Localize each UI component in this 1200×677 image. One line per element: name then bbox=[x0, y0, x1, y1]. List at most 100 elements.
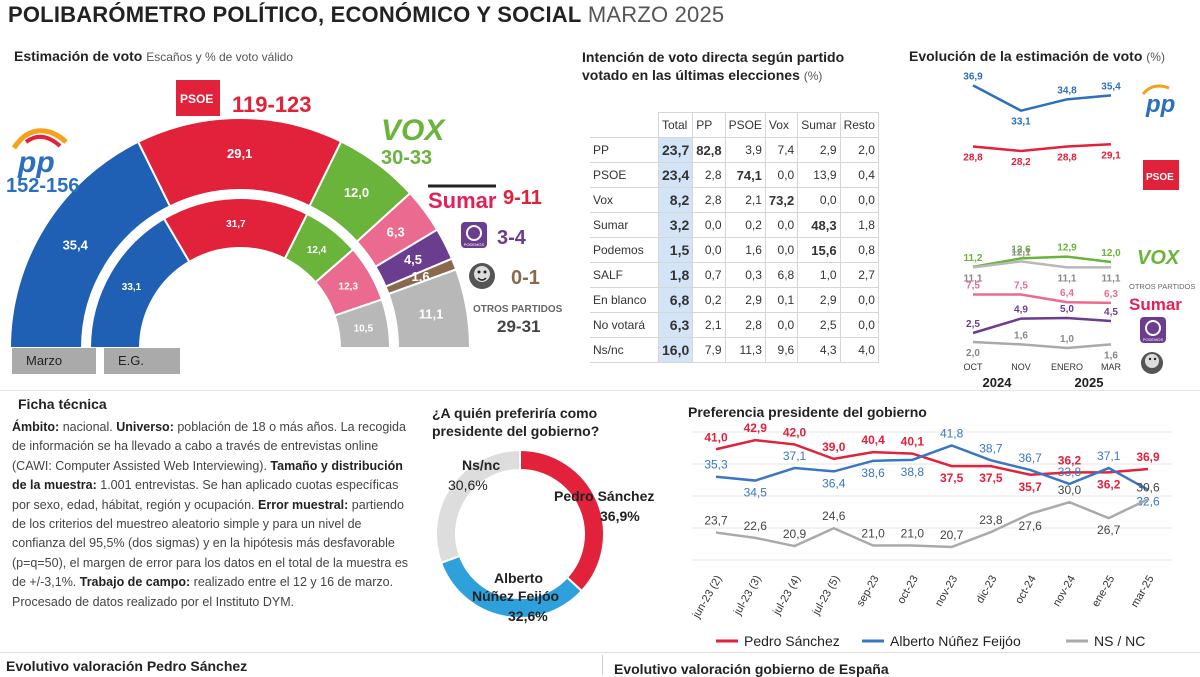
pref-x-label: ene-25 bbox=[1090, 574, 1118, 610]
table-row: No votará 6,3 2,1 2,8 0,0 2,5 0,0 bbox=[590, 312, 879, 338]
ficha-bold: Error muestral: bbox=[258, 497, 349, 512]
bottom-right-title: Evolutivo valoración gobierno de España bbox=[614, 661, 889, 677]
cell-value: 2,9 bbox=[797, 287, 841, 313]
legend-label: NS / NC bbox=[1094, 633, 1145, 649]
cell-value: 0,7 bbox=[692, 262, 726, 288]
pref-x-label: jul-23 (3) bbox=[731, 574, 764, 618]
donut-slice bbox=[435, 448, 521, 565]
ficha-bold: Ámbito: bbox=[12, 420, 60, 434]
cell-total: 1,8 bbox=[657, 262, 694, 288]
cell-value: 2,8 bbox=[724, 312, 766, 338]
pref-x-label: jun-23 (2) bbox=[690, 574, 724, 622]
cell-value: 15,6 bbox=[797, 237, 841, 263]
col-sumar: Sumar bbox=[797, 112, 841, 138]
seats-psoe: 119-123 bbox=[232, 92, 312, 117]
row-label: SALF bbox=[590, 262, 659, 288]
preferiria-title-line2: presidente del gobierno? bbox=[432, 423, 600, 439]
cell-value: 0,0 bbox=[764, 162, 799, 188]
evo-point-label: 7,5 bbox=[1014, 281, 1028, 292]
semi-slice-label: 10,5 bbox=[354, 323, 374, 334]
seats-otros: 29-31 bbox=[497, 317, 540, 336]
row-label: Vox bbox=[590, 187, 659, 213]
pref-x-label: oct-24 bbox=[1013, 574, 1039, 606]
pref-point-label: 30,6 bbox=[1136, 480, 1160, 494]
cell-value: 7,9 bbox=[692, 337, 726, 363]
pref-point-label: 38,6 bbox=[861, 466, 885, 480]
psoe-logo-text: PSOE bbox=[180, 92, 213, 106]
seats-sumar: 9-11 bbox=[503, 187, 542, 209]
legend-label: Alberto Núñez Feijóo bbox=[890, 633, 1021, 649]
evo-point-label: 11,1 bbox=[1102, 273, 1121, 284]
evo-point-label: 6,3 bbox=[1104, 289, 1118, 300]
preferiria-title-line1: ¿A quién preferiría como bbox=[432, 405, 598, 421]
semicircle-marzo: 35,429,112,06,34,51,611,1 bbox=[8, 117, 472, 349]
donut-value-feijoo: 32,6% bbox=[508, 608, 548, 624]
evo-point-label: 35,4 bbox=[1101, 81, 1121, 92]
evo-year-label: 2024 bbox=[983, 375, 1013, 390]
svg-text:pp: pp bbox=[1145, 91, 1175, 118]
evo-point-label: 36,9 bbox=[963, 71, 983, 82]
cell-value: 1,6 bbox=[724, 237, 766, 263]
pref-point-label: 24,6 bbox=[822, 509, 846, 523]
intencion-title: Intención de voto directa según partido … bbox=[582, 48, 844, 85]
ficha-bold: Universo: bbox=[116, 420, 174, 434]
col-pp: PP bbox=[692, 112, 726, 138]
cell-value: 82,8 bbox=[692, 137, 726, 163]
tab-marzo[interactable]: Marzo bbox=[12, 348, 96, 374]
evo-point-label: 7,5 bbox=[966, 281, 980, 292]
intencion-table-wrap: Total PP PSOE Vox Sumar Resto PP 23,7 82,8… bbox=[590, 112, 879, 363]
evo-point-label: 11,1 bbox=[1058, 273, 1077, 284]
evo-vox-logo-icon: VOX bbox=[1137, 247, 1181, 269]
pref-point-label: 20,9 bbox=[783, 527, 807, 541]
pref-point-label: 37,5 bbox=[940, 471, 964, 485]
intencion-title-line2: votado en las últimas elecciones bbox=[582, 67, 800, 83]
cell-value: 0,0 bbox=[692, 212, 726, 238]
pref-point-label: 27,6 bbox=[1019, 519, 1043, 533]
evo-point-label: 28,2 bbox=[1011, 157, 1031, 168]
cell-value: 0,2 bbox=[692, 287, 726, 313]
evo-point-label: 11,1 bbox=[964, 273, 983, 284]
cell-value: 2,7 bbox=[839, 262, 879, 288]
pref-point-label: 37,1 bbox=[783, 449, 807, 463]
semi-slice-psoe bbox=[136, 117, 343, 208]
preferencia-title: Preferencia presidente del gobierno bbox=[688, 404, 927, 420]
semicircle-eg: 33,1 31,7 12,4 12,3 10,5 bbox=[88, 197, 392, 349]
evo-point-label: 28,8 bbox=[1057, 153, 1077, 164]
preferencia-grid bbox=[692, 431, 1172, 561]
ficha-bold: Tamaño y distribución de la muestra: bbox=[12, 458, 403, 493]
title-main: POLIBARÓMETRO POLÍTICO, ECONÓMICO Y SOCI… bbox=[8, 2, 582, 27]
evo-point-label: 2,5 bbox=[966, 319, 980, 330]
pref-line-nsnc bbox=[715, 498, 1149, 549]
estimacion-title-text: Estimación de voto bbox=[14, 48, 143, 64]
cell-value: 0,0 bbox=[797, 187, 841, 213]
evo-point-label: 4,9 bbox=[1014, 305, 1028, 316]
donut-slices bbox=[435, 448, 605, 619]
preferencia-xaxis: jun-23 (2) jul-23 (3) jul-23 (4) jul-23 (5)… bbox=[690, 574, 1156, 622]
pref-point-label: 40,4 bbox=[861, 433, 885, 447]
row-label: No votará bbox=[590, 312, 659, 338]
evo-point-label: 1,6 bbox=[1014, 330, 1028, 341]
preferencia-legend: Pedro Sánchez Alberto Núñez Feijóo NS / NC bbox=[716, 633, 1145, 649]
evo-point-label: 6,4 bbox=[1060, 288, 1074, 299]
pref-point-label: 35,7 bbox=[1019, 480, 1043, 494]
cell-value: 0,0 bbox=[839, 287, 879, 313]
cell-value: 2,1 bbox=[692, 312, 726, 338]
evolucion-title-text: Evolución de la estimación de voto bbox=[909, 48, 1143, 64]
table-header-row: Total PP PSOE Vox Sumar Resto bbox=[590, 112, 879, 138]
tab-eg[interactable]: E.G. bbox=[104, 348, 180, 374]
table-row: SALF 1,8 0,7 0,3 6,8 1,0 2,7 bbox=[590, 262, 879, 288]
preferiria-title: ¿A quién preferiría como presidente del … bbox=[432, 404, 599, 440]
pref-x-label: nov-23 bbox=[933, 574, 960, 609]
table-row: Ns/nc 16,0 7,9 11,3 9,6 4,3 4,0 bbox=[590, 337, 879, 363]
semi-slice-label: 31,7 bbox=[226, 219, 246, 230]
ficha-title: Ficha técnica bbox=[18, 396, 107, 412]
psoe-logo-icon bbox=[176, 80, 220, 116]
semi-slice-otros bbox=[333, 298, 392, 349]
evo-year-label: 2025 bbox=[1075, 375, 1104, 390]
pref-point-label: 30,0 bbox=[1058, 483, 1082, 497]
pref-point-label: 21,0 bbox=[901, 527, 925, 541]
cell-value: 2,5 bbox=[797, 312, 841, 338]
cell-total: 6,8 bbox=[657, 287, 694, 313]
donut-label-feijoo-1: Alberto bbox=[494, 570, 543, 586]
semi-slice-label: 35,4 bbox=[63, 238, 89, 253]
